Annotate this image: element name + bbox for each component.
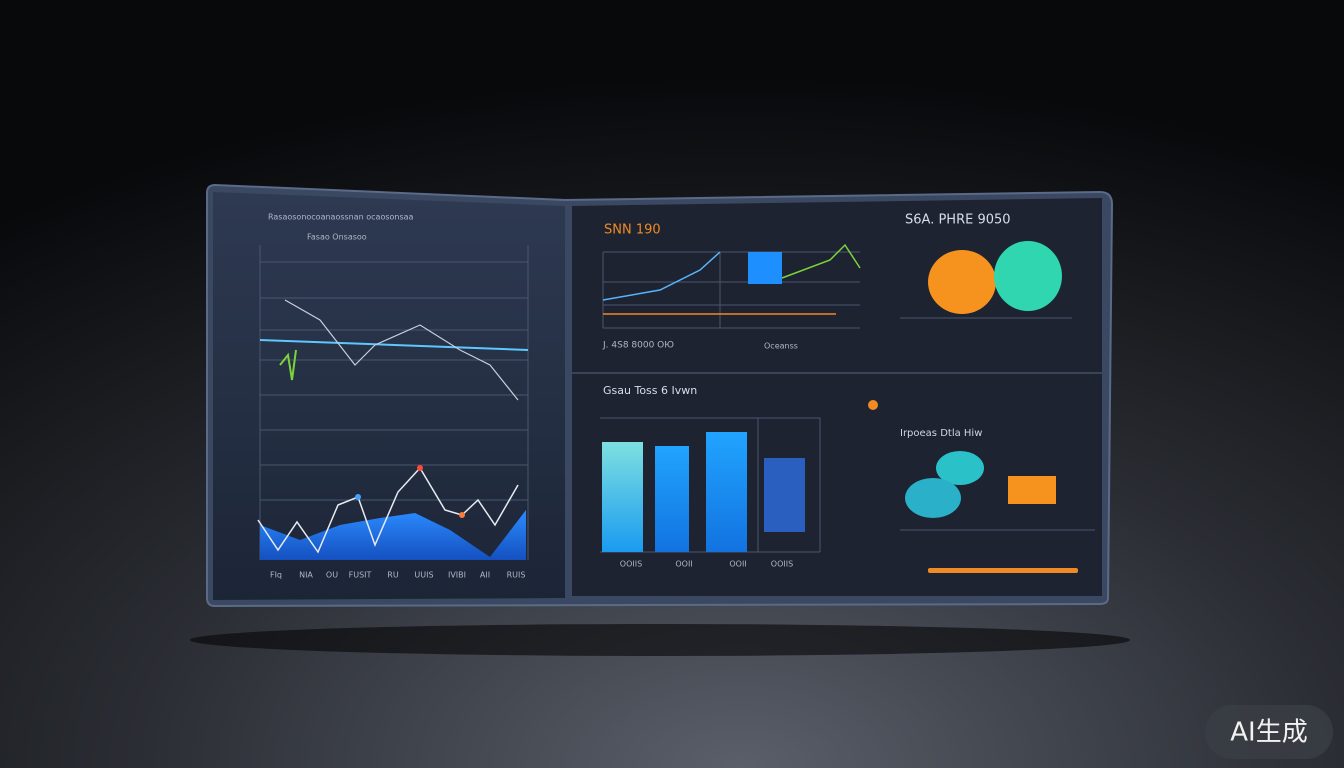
orange-blob — [928, 250, 996, 314]
x-tick-label: OOII — [729, 560, 746, 569]
point — [459, 512, 465, 518]
highlight-bar — [748, 252, 782, 284]
teal-bubble — [936, 451, 984, 485]
top-line-2 — [781, 243, 861, 279]
panel-title: Gsau Toss 6 Ivwn — [603, 384, 697, 397]
green-spike — [279, 349, 297, 381]
x-tick-label: UUIS — [414, 571, 433, 580]
trend-line — [284, 299, 519, 401]
left-pane — [213, 192, 565, 600]
top-line — [602, 251, 721, 301]
zigzag-line — [257, 466, 519, 554]
teal-blob — [994, 241, 1062, 311]
bar — [655, 446, 689, 552]
highlight-line — [259, 339, 529, 351]
panel-title: Irpoeas Dtla Hiw — [900, 428, 982, 439]
watermark-bg — [1205, 705, 1333, 759]
x-tick-label: FIq — [270, 571, 282, 580]
shadow — [190, 624, 1130, 656]
point — [355, 494, 361, 500]
bar — [764, 458, 805, 532]
x-tick-label: RUIS — [507, 571, 526, 580]
x-tick-label: FUSIT — [349, 571, 372, 580]
x-labels: FIq NIA OU FUSIT RU UUIS IVIBI AII RUIS — [270, 571, 525, 580]
bar — [602, 442, 643, 552]
x-tick-label: IVIBI — [448, 571, 466, 580]
x-tick-label: NIA — [299, 571, 313, 580]
caption: Oceanss — [764, 342, 798, 351]
dot — [868, 400, 878, 410]
top-grid — [602, 251, 860, 329]
x-tick-label: OU — [326, 571, 338, 580]
x-tick-label: RU — [387, 571, 399, 580]
x-tick-label: OOII — [675, 560, 692, 569]
area — [260, 510, 526, 560]
panel-title: S6A. PHRE 9050 — [905, 213, 1011, 228]
point — [417, 465, 423, 471]
left-subtitle: Fasao Onsasoo — [307, 233, 367, 242]
progress-bar — [928, 568, 1078, 573]
watermark: AI生成 — [1230, 718, 1307, 748]
x-tick-label: AII — [480, 571, 490, 580]
left-title: Rasaosonocoanaossnan ocaosonsaa — [268, 213, 414, 222]
orange-box — [1008, 476, 1056, 504]
bar-labels: OOIIS OOII OOII OOIIS — [620, 560, 793, 569]
caption: J. 4S8 8000 OЮ — [602, 341, 674, 351]
teal-bubble — [905, 478, 961, 518]
bar — [706, 432, 747, 552]
x-tick-label: OOIIS — [620, 560, 642, 569]
x-tick-label: OOIIS — [771, 560, 793, 569]
panel-title: SNN 190 — [604, 223, 661, 238]
